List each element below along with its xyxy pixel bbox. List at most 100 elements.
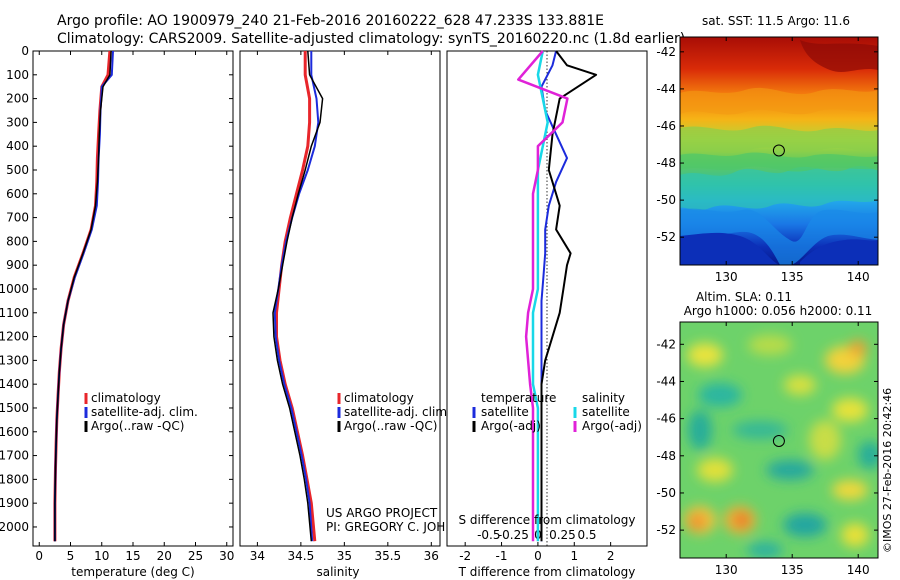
x-tick-label: 0	[35, 549, 43, 563]
credit-project: US ARGO PROJECT	[326, 506, 438, 520]
legend-header-temperature: temperature	[481, 391, 556, 405]
lon-tick-label: 130	[715, 270, 738, 284]
legend-label-s-argo: Argo(-adj)	[582, 419, 642, 433]
credit-pi: PI: GREGORY C. JOHNSON	[326, 520, 480, 534]
difference-s-xlabel: S difference from climatology	[459, 513, 636, 527]
difference-plot-frame	[446, 50, 648, 547]
temperature-plot-frame	[32, 50, 234, 547]
lon-tick-label: 140	[847, 563, 870, 577]
depth-tick-label: 500	[6, 163, 29, 177]
lat-tick-label: -50	[656, 193, 676, 207]
depth-tick-label: 1300	[0, 353, 29, 367]
depth-tick-label: 1200	[0, 330, 29, 344]
lat-tick-label: -48	[656, 449, 676, 463]
depth-tick-label: 900	[6, 258, 29, 272]
x-tick-label: 25	[188, 549, 203, 563]
x-tick-label: 5	[67, 549, 75, 563]
x-tick-label: 30	[219, 549, 234, 563]
lon-tick-label: 130	[715, 563, 738, 577]
legend-label-argo: Argo(..raw -QC)	[91, 419, 184, 433]
x-tick-label: 34.5	[288, 549, 315, 563]
x-tick-label: 1	[570, 549, 578, 563]
sla-map-title: Altim. SLA: 0.11	[696, 290, 792, 304]
series-line-argo-adj	[540, 50, 598, 542]
argo-float-marker	[772, 435, 785, 447]
depth-tick-label: 1500	[0, 401, 29, 415]
sst-map-frame	[679, 36, 879, 266]
legend-label-satellite: satellite-adj. clim.	[344, 405, 451, 419]
lon-tick-label: 135	[781, 563, 804, 577]
argo-float-marker	[772, 144, 785, 157]
temperature-panel: 0100200300400500600700800900100011001200…	[0, 44, 647, 579]
legend-label-argo: Argo(..raw -QC)	[344, 419, 437, 433]
lat-tick-label: -46	[656, 412, 676, 426]
difference-t-xlabel: T difference from climatology	[458, 565, 636, 579]
depth-tick-label: 1700	[0, 449, 29, 463]
figure-title-line1: Argo profile: AO 1900979_240 21-Feb-2016…	[57, 13, 604, 29]
temperature-xlabel: temperature (deg C)	[71, 565, 194, 579]
x-tick-label: 2	[607, 549, 615, 563]
sla-map-frame	[679, 321, 879, 559]
lat-tick-label: -46	[656, 119, 676, 133]
lat-tick-label: -44	[656, 82, 676, 96]
lat-tick-label: -44	[656, 374, 676, 388]
sst-field	[680, 37, 878, 265]
series-line-argo-raw-qc	[272, 50, 324, 542]
s-tick-label: -0.25	[498, 528, 529, 542]
depth-tick-label: 1800	[0, 472, 29, 486]
lon-tick-label: 140	[847, 270, 870, 284]
depth-tick-label: 1400	[0, 377, 29, 391]
x-tick-label: 34	[250, 549, 265, 563]
series-line-argo-adj	[517, 50, 569, 542]
imos-stamp: ©IMOS 27-Feb-2016 20:42:46	[881, 388, 894, 553]
x-tick-label: 20	[157, 549, 172, 563]
sst-map-title: sat. SST: 11.5 Argo: 11.6	[702, 14, 850, 28]
depth-tick-label: 600	[6, 187, 29, 201]
figure-title-line2: Climatology: CARS2009. Satellite-adjuste…	[57, 31, 685, 47]
temperature-legend: climatology satellite-adj. clim. Argo(..…	[84, 391, 198, 433]
x-tick-label: 15	[125, 549, 140, 563]
depth-tick-label: 1600	[0, 425, 29, 439]
difference-panel: -2 -1 0 1 2-0.5-0.25 0 0.25 0.5 S difference fr…	[446, 50, 648, 579]
sla-field	[680, 322, 878, 558]
x-tick-label: 0	[534, 549, 542, 563]
depth-tick-label: 800	[6, 234, 29, 248]
lat-tick-label: -50	[656, 486, 676, 500]
sst-map: sat. SST: 11.5 Argo: 11.6 130 135 140 -42 -4…	[656, 14, 879, 284]
depth-tick-label: 300	[6, 115, 29, 129]
legend-label-t-satellite: satellite	[481, 405, 529, 419]
difference-legend: temperature salinity satellite Argo(-adj…	[472, 391, 642, 433]
x-tick-label: -1	[496, 549, 508, 563]
s-tick-label: 0.25	[549, 528, 576, 542]
legend-header-salinity: salinity	[582, 391, 625, 405]
depth-tick-label: 1100	[0, 306, 29, 320]
lat-tick-label: -52	[656, 230, 676, 244]
lat-tick-label: -52	[656, 523, 676, 537]
depth-tick-label: 200	[6, 92, 29, 106]
legend-label-satellite: satellite-adj. clim.	[91, 405, 198, 419]
x-tick-label: 10	[94, 549, 109, 563]
sla-map: Altim. SLA: 0.11 Argo h1000: 0.056 h2000…	[656, 290, 879, 577]
x-tick-label: 36	[424, 549, 439, 563]
depth-tick-label: 1900	[0, 496, 29, 510]
salinity-xlabel: salinity	[316, 565, 359, 579]
lat-tick-label: -42	[656, 45, 676, 59]
sla-map-subtitle: Argo h1000: 0.056 h2000: 0.11	[684, 304, 873, 318]
legend-label-climatology: climatology	[344, 391, 414, 405]
salinity-panel: 34 34.5 35 35.5 36 salinity climatology sate…	[239, 50, 480, 579]
depth-tick-label: 100	[6, 68, 29, 82]
s-tick-label: -0.5	[477, 528, 500, 542]
s-tick-label: 0.5	[577, 528, 596, 542]
lon-tick-label: 135	[781, 270, 804, 284]
series-line-argo-raw-qc	[54, 50, 112, 542]
lat-tick-label: -48	[656, 156, 676, 170]
salinity-legend: climatology satellite-adj. clim. Argo(..…	[337, 391, 451, 433]
lat-tick-label: -42	[656, 337, 676, 351]
x-tick-label: -2	[459, 549, 471, 563]
depth-tick-label: 0	[21, 44, 29, 58]
legend-label-t-argo: Argo(-adj)	[481, 419, 541, 433]
x-tick-label: 35.5	[374, 549, 401, 563]
x-tick-label: 35	[337, 549, 352, 563]
depth-tick-label: 400	[6, 139, 29, 153]
